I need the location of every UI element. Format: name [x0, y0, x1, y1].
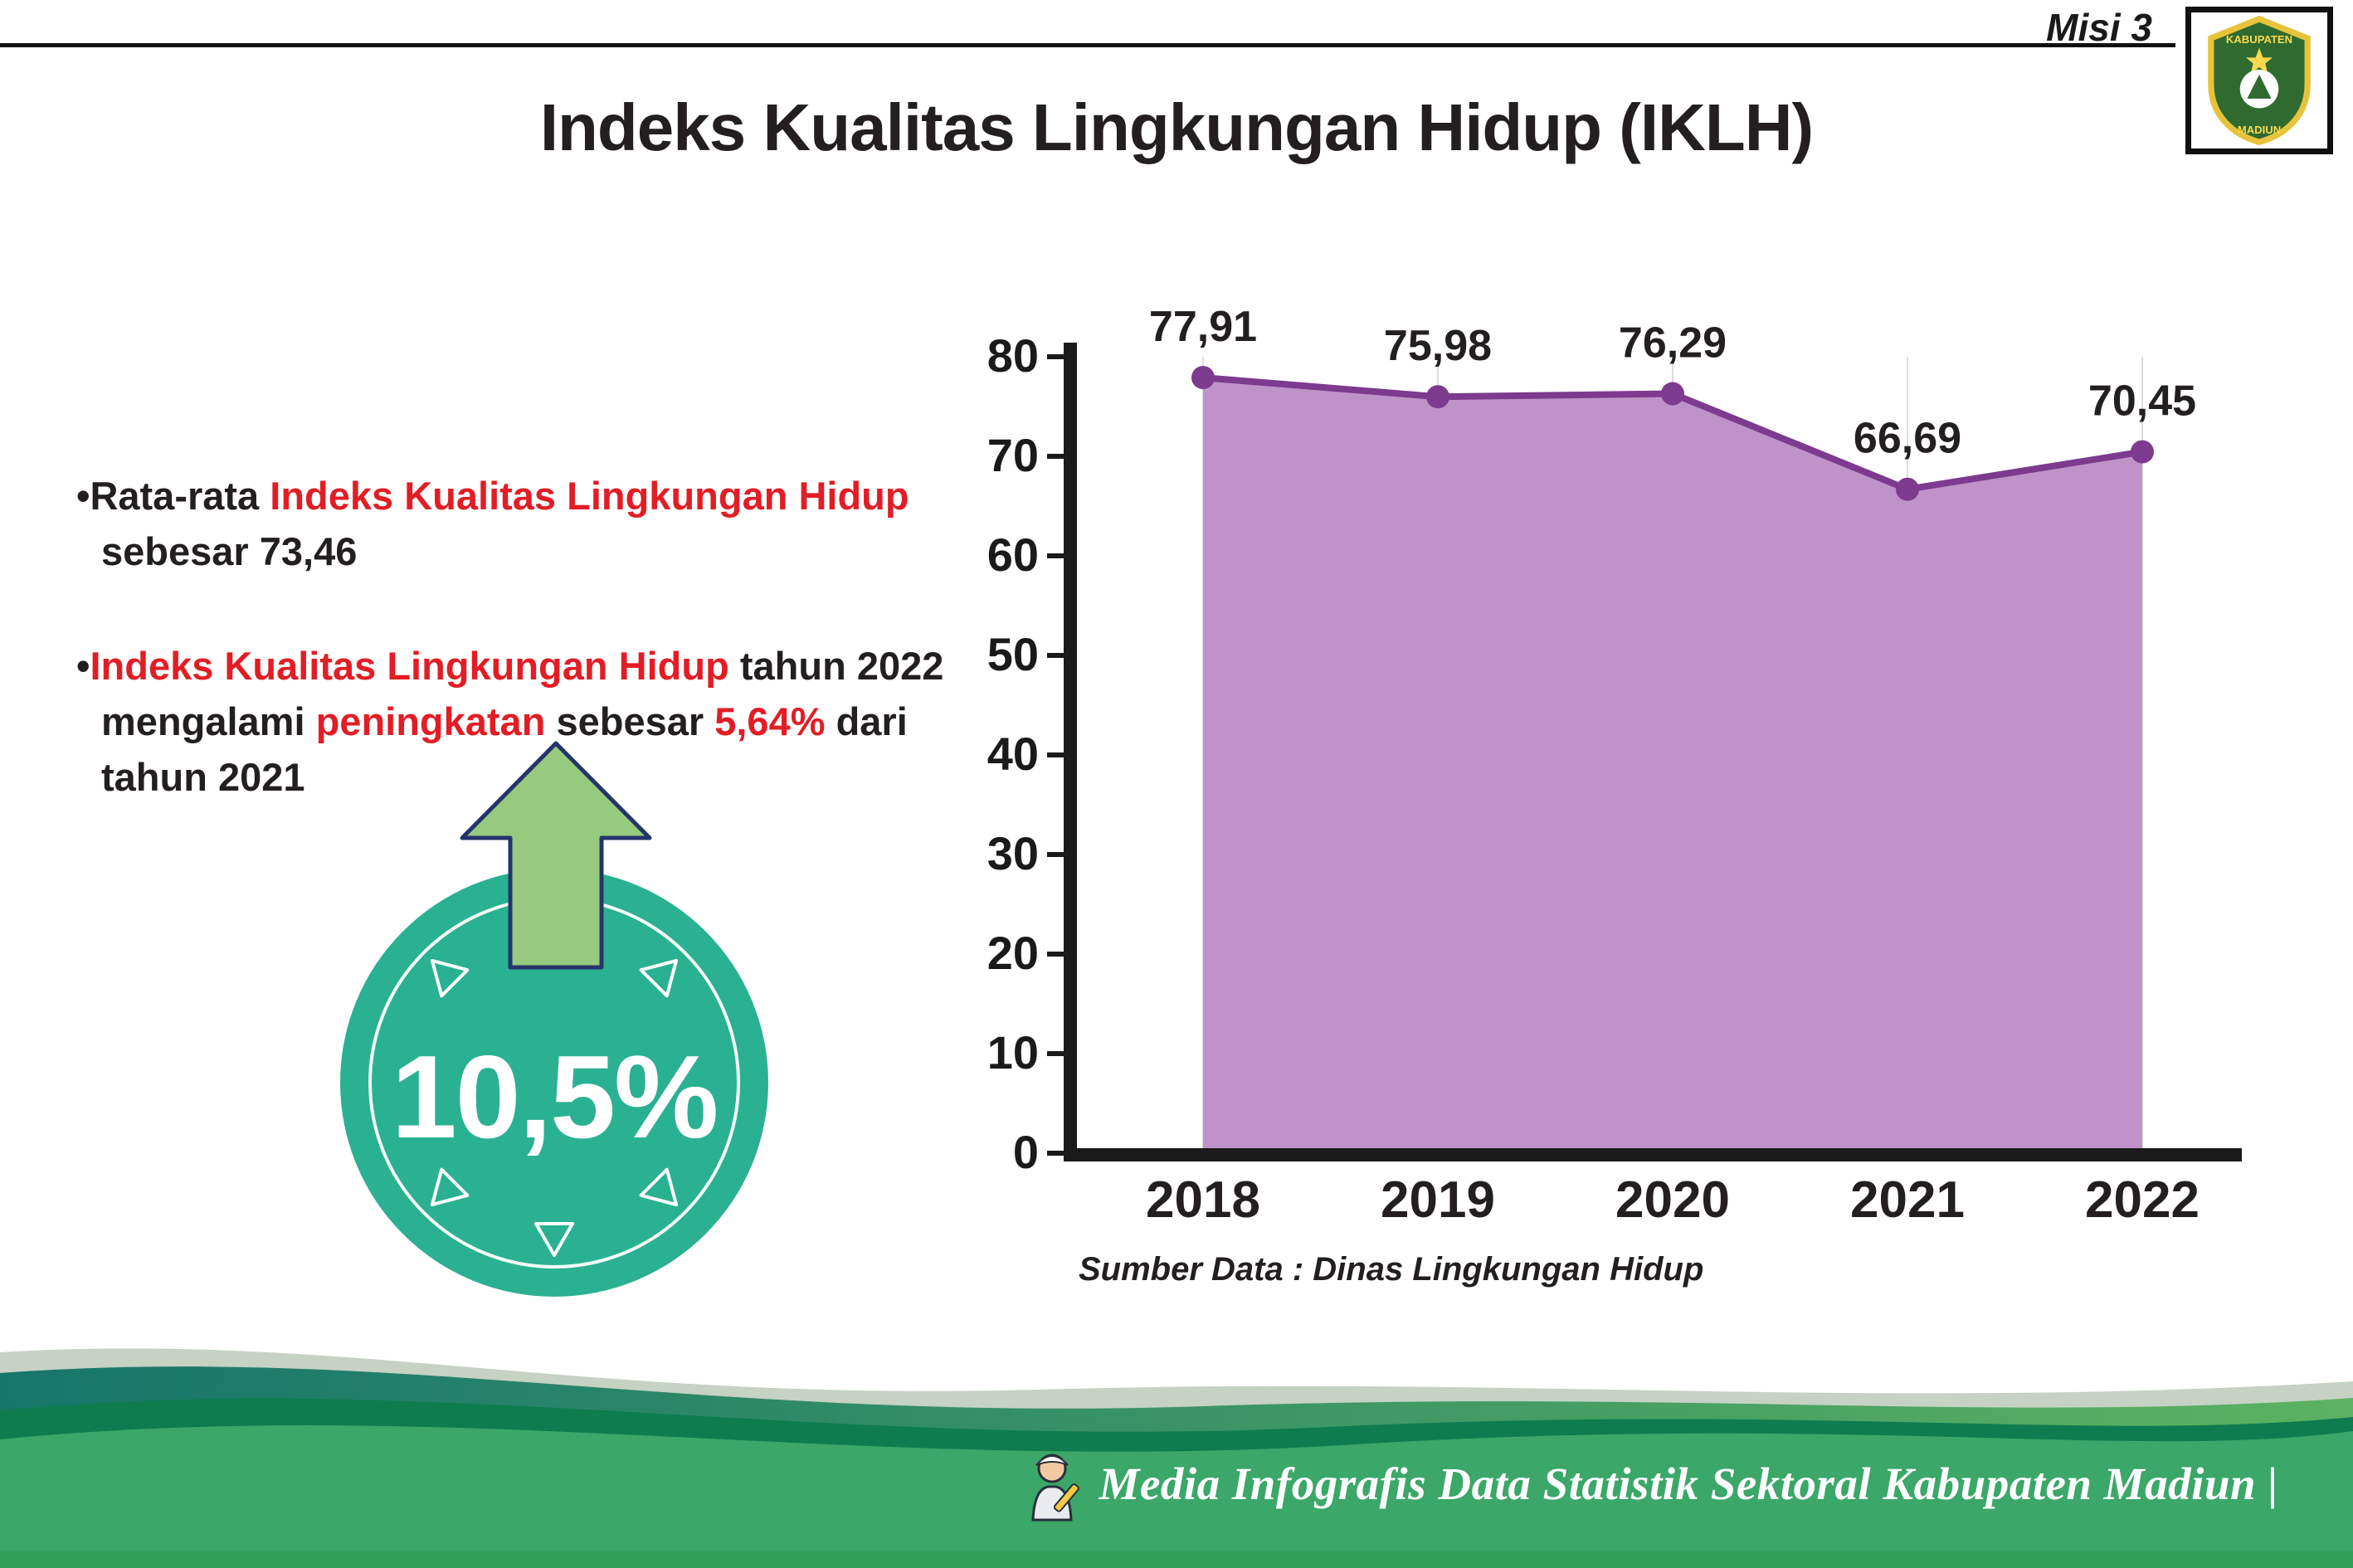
logo-text-bottom: MADIUN: [2238, 124, 2281, 136]
kabupaten-madiun-logo: KABUPATEN MADIUN: [2185, 7, 2333, 154]
bullet2-dot: •: [76, 644, 90, 689]
y-tick-label: 10: [987, 1026, 1039, 1079]
bullet1-highlight: Indeks Kualitas Lingkungan Hidup: [270, 474, 909, 518]
y-tick-label: 30: [987, 827, 1039, 879]
bullet2-text1: tahun 2022: [728, 644, 944, 689]
bullet2-highlight2: peningkatan: [315, 699, 546, 744]
data-label: 77,91: [1149, 303, 1257, 351]
star-icon: [2246, 47, 2273, 74]
crest-icon: KABUPATEN MADIUN: [2208, 15, 2311, 145]
x-tick-label: 2021: [1850, 1171, 1965, 1229]
y-tick: [1047, 553, 1064, 558]
header-rule: [0, 43, 2175, 47]
y-tick: [1047, 1151, 1064, 1156]
data-label: 76,29: [1619, 319, 1727, 368]
data-point: [1426, 385, 1449, 409]
bullet1-text: •Rata-rata: [76, 474, 270, 518]
summary-bullets: •Rata-rata Indeks Kualitas Lingkungan Hi…: [76, 469, 972, 865]
data-point: [1661, 382, 1684, 406]
y-tick-label: 20: [987, 927, 1039, 979]
footer-band: [0, 1425, 2353, 1568]
data-label: 75,98: [1384, 322, 1492, 370]
bullet-increase-2022: •Indeks Kualitas Lingkungan Hidup tahun …: [76, 639, 972, 805]
iklh-area-chart: 77,91 75,98 76,29 66,69 70,45 0 10 20 30 40 50 60 70…: [987, 303, 2242, 1229]
data-point: [1191, 366, 1215, 390]
y-tick: [1047, 354, 1064, 359]
y-tick: [1047, 852, 1064, 857]
x-tick-label: 2018: [1146, 1171, 1260, 1229]
bullet2-text4: dari: [825, 699, 908, 744]
y-tick: [1047, 752, 1064, 757]
x-tick-label: 2020: [1615, 1171, 1730, 1229]
bullet-average-iklh: •Rata-rata Indeks Kualitas Lingkungan Hi…: [76, 469, 972, 579]
x-tick-label: 2019: [1381, 1171, 1495, 1229]
increase-badge: 10,5%: [340, 869, 768, 1297]
x-axis: [1064, 1148, 2242, 1161]
bullet2-text3: sebesar: [545, 699, 715, 744]
y-tick-label: 60: [987, 528, 1039, 581]
footer-caption: Media Infografis Data Statistik Sektoral…: [1020, 1445, 2278, 1522]
up-arrow-icon: [460, 741, 652, 970]
tree-icon: [2247, 74, 2272, 99]
bullet2-text5: tahun 2021: [101, 754, 305, 799]
footer-caption-text: Media Infografis Data Statistik Sektoral…: [1099, 1458, 2278, 1509]
area-fill: [1203, 377, 2142, 1153]
logo-text-top: KABUPATEN: [2226, 33, 2292, 46]
bullet2-highlight3: 5,64%: [714, 699, 826, 744]
y-tick-label: 0: [1013, 1126, 1039, 1178]
y-tick: [1047, 454, 1064, 459]
data-label: 66,69: [1854, 415, 1961, 463]
misi-label: Misi 3: [2046, 6, 2152, 49]
increase-percentage: 10,5%: [391, 1031, 719, 1163]
bullet1-text2: sebesar 73,46: [101, 528, 358, 573]
mascot-icon: [1030, 1454, 1079, 1522]
source-note: Sumber Data : Dinas Lingkungan Hidup: [1079, 1251, 1704, 1288]
y-tick: [1047, 653, 1064, 658]
y-tick-label: 70: [987, 429, 1039, 481]
footer-strip: [0, 1551, 2353, 1568]
footer-waves: [0, 1348, 2353, 1568]
y-axis: [1064, 343, 1077, 1161]
bullet2-highlight1: Indeks Kualitas Lingkungan Hidup: [90, 644, 729, 689]
y-tick: [1047, 952, 1064, 957]
y-tick-label: 40: [987, 728, 1039, 780]
page-title: Indeks Kualitas Lingkungan Hidup (IKLH): [539, 90, 1814, 164]
x-tick-label: 2022: [2085, 1171, 2200, 1229]
y-tick-label: 50: [987, 628, 1039, 680]
data-point: [2131, 440, 2154, 464]
y-tick-label: 80: [987, 329, 1039, 382]
data-point: [1896, 477, 1919, 501]
bullet2-text2: mengalami: [101, 699, 316, 744]
y-tick: [1047, 1051, 1064, 1056]
data-label: 70,45: [2088, 377, 2196, 426]
